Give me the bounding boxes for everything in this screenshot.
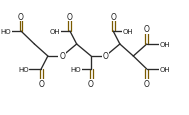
Text: OH: OH [50,29,60,35]
Text: O: O [110,12,116,21]
Text: O: O [38,80,44,89]
Text: O: O [144,25,150,34]
Text: O: O [18,12,24,21]
Text: OH: OH [159,42,170,48]
Text: O: O [144,80,150,89]
Text: O: O [59,52,65,61]
Text: O: O [88,80,94,89]
Text: OH: OH [159,66,170,72]
Text: HO: HO [71,66,81,72]
Text: HO: HO [1,29,11,35]
Text: OH: OH [123,29,133,35]
Text: O: O [102,52,108,61]
Text: O: O [67,12,73,21]
Text: HO: HO [18,66,29,72]
